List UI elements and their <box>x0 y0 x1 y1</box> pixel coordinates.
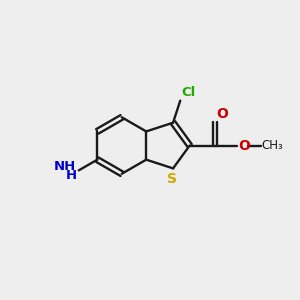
Text: CH₃: CH₃ <box>262 139 283 152</box>
Text: NH: NH <box>54 160 76 173</box>
Text: O: O <box>238 139 250 152</box>
Text: Cl: Cl <box>182 85 196 99</box>
Text: O: O <box>217 107 229 121</box>
Text: H: H <box>65 169 76 182</box>
Text: S: S <box>167 172 177 186</box>
